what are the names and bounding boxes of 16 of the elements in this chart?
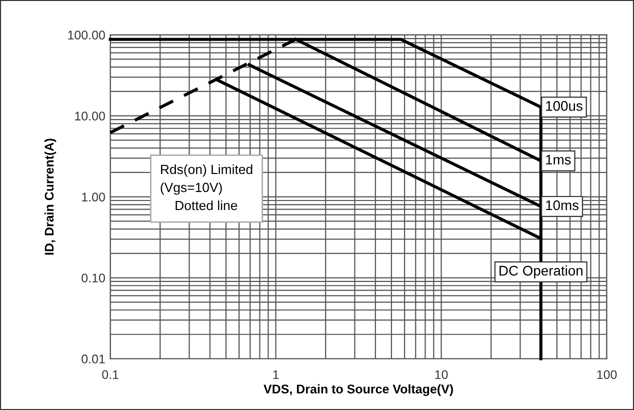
- series-label: 100us: [546, 101, 582, 111]
- y-tick-label: 1.00: [82, 192, 105, 202]
- x-tick-label: 100: [597, 370, 617, 380]
- x-axis-title: VDS, Drain to Source Voltage(V): [264, 384, 453, 396]
- x-tick-label: 10: [435, 370, 448, 380]
- series-label: 10ms: [546, 200, 579, 210]
- annotation: Rds(on) Limited (Vgs=10V) Dotted line: [160, 164, 252, 210]
- series-label: 1ms: [546, 154, 571, 165]
- x-tick-label: 0.1: [102, 370, 118, 380]
- series-label: DC Operation: [500, 265, 582, 278]
- y-tick-label: 0.10: [82, 274, 105, 282]
- y-tick-label: 10.00: [75, 112, 105, 120]
- y-tick-label: 0.01: [82, 354, 105, 364]
- y-axis-title: ID, Drain Current(A): [44, 138, 56, 255]
- y-tick-label: 100.00: [68, 30, 105, 40]
- x-tick-label: 1: [273, 370, 279, 379]
